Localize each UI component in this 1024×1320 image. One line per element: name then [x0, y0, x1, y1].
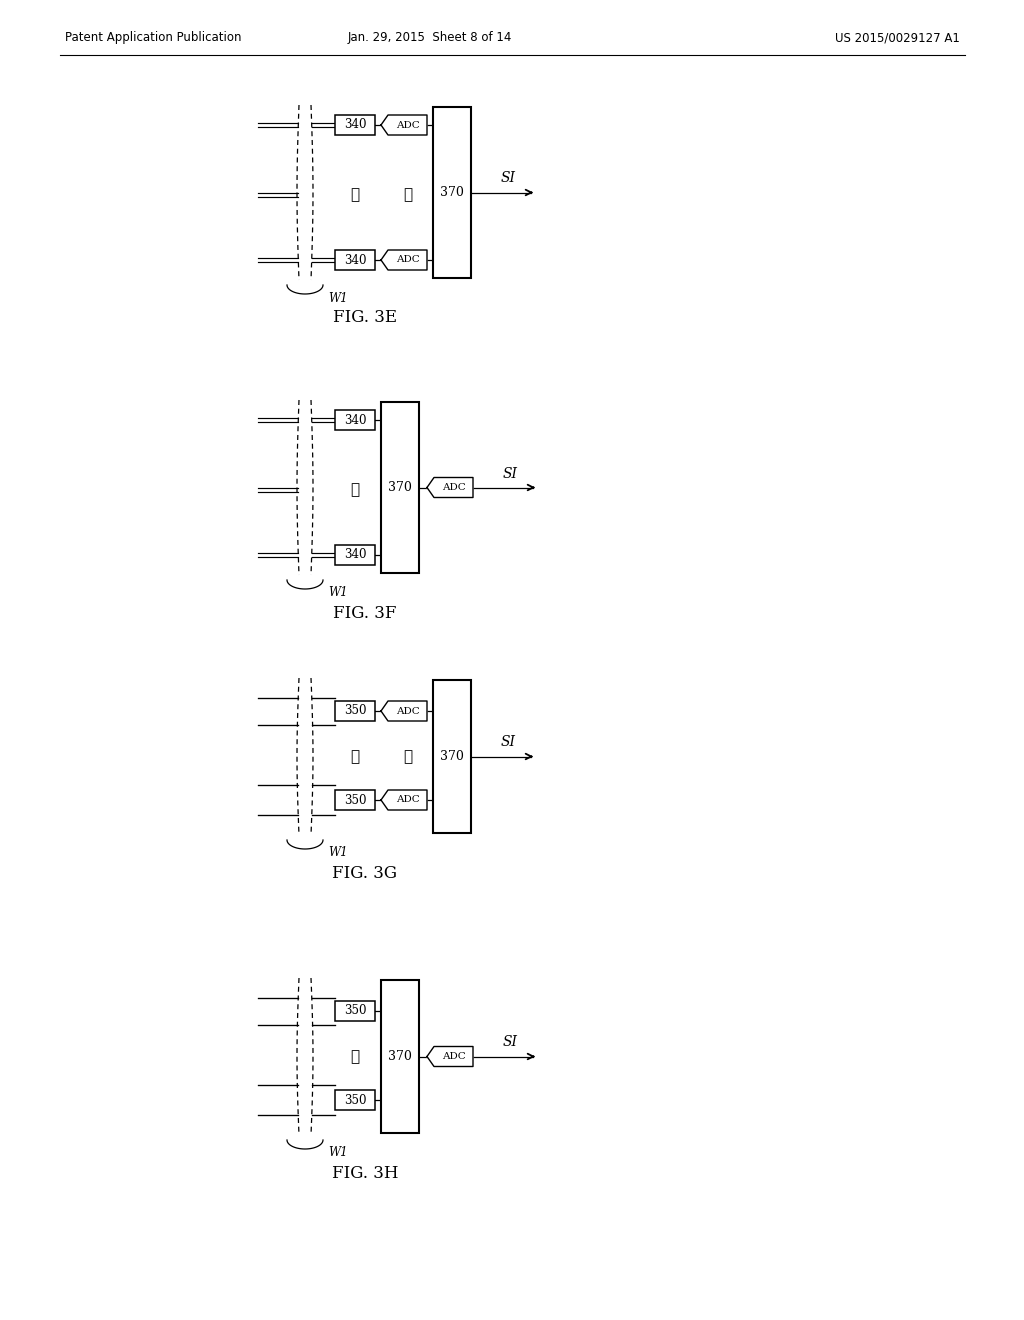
Text: Jan. 29, 2015  Sheet 8 of 14: Jan. 29, 2015 Sheet 8 of 14	[348, 32, 512, 45]
Text: ⋮: ⋮	[402, 750, 412, 764]
Bar	[335, 789, 375, 810]
Bar	[335, 701, 375, 721]
Text: 370: 370	[440, 186, 464, 199]
Text: 350: 350	[344, 1005, 367, 1018]
Text: FIG. 3E: FIG. 3E	[333, 309, 397, 326]
Text: SI: SI	[503, 1035, 517, 1049]
Bar	[335, 115, 375, 135]
Text: 340: 340	[344, 549, 367, 561]
Text: W1: W1	[328, 846, 347, 859]
Text: ADC: ADC	[395, 120, 420, 129]
Text: US 2015/0029127 A1: US 2015/0029127 A1	[836, 32, 961, 45]
Polygon shape	[381, 249, 427, 271]
Text: 350: 350	[344, 705, 367, 718]
Text: W1: W1	[328, 1147, 347, 1159]
Text: ADC: ADC	[395, 256, 420, 264]
Bar	[335, 249, 375, 271]
Text: 370: 370	[388, 480, 412, 494]
Bar	[335, 1090, 375, 1110]
Text: W1: W1	[328, 586, 347, 599]
Text: ADC: ADC	[395, 796, 420, 804]
Text: 370: 370	[440, 750, 464, 763]
Bar	[335, 411, 375, 430]
Text: 350: 350	[344, 793, 367, 807]
Text: FIG. 3G: FIG. 3G	[333, 865, 397, 882]
Bar	[335, 1001, 375, 1020]
Polygon shape	[427, 478, 473, 498]
Text: FIG. 3H: FIG. 3H	[332, 1164, 398, 1181]
Text: W1: W1	[328, 292, 347, 305]
Text: Patent Application Publication: Patent Application Publication	[65, 32, 242, 45]
Polygon shape	[381, 115, 427, 135]
Text: ⋮: ⋮	[350, 483, 359, 498]
Bar	[433, 107, 471, 279]
Text: ADC: ADC	[441, 1052, 465, 1061]
Text: ADC: ADC	[441, 483, 465, 492]
Text: ADC: ADC	[395, 706, 420, 715]
Text: 340: 340	[344, 119, 367, 132]
Text: FIG. 3F: FIG. 3F	[333, 605, 396, 622]
Text: ⋮: ⋮	[402, 187, 412, 202]
Bar	[335, 545, 375, 565]
Bar	[433, 680, 471, 833]
Text: ⋮: ⋮	[350, 750, 359, 764]
Polygon shape	[381, 701, 427, 721]
Bar	[381, 979, 419, 1133]
Polygon shape	[427, 1047, 473, 1067]
Text: SI: SI	[503, 466, 517, 480]
Text: 340: 340	[344, 413, 367, 426]
Text: 370: 370	[388, 1049, 412, 1063]
Text: 340: 340	[344, 253, 367, 267]
Bar	[381, 403, 419, 573]
Polygon shape	[381, 789, 427, 810]
Text: SI: SI	[501, 735, 515, 750]
Text: ⋮: ⋮	[350, 187, 359, 202]
Text: 350: 350	[344, 1093, 367, 1106]
Text: ⋮: ⋮	[350, 1049, 359, 1064]
Text: SI: SI	[501, 172, 515, 186]
